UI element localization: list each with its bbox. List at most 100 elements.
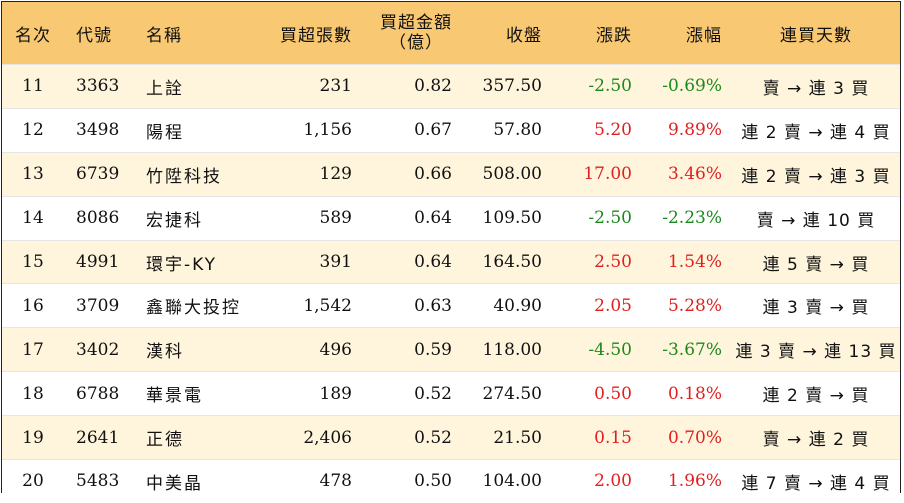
- code-cell: 3363: [64, 64, 134, 109]
- streak-cell: 賣 → 連 2 買: [732, 415, 900, 460]
- streak-cell: 連 5 賣 → 買: [732, 239, 900, 284]
- header-change: 漲跌: [552, 2, 642, 65]
- net-amount-cell: 0.82: [362, 64, 462, 109]
- close-cell: 118.00: [462, 327, 552, 372]
- rank-cell: 19: [2, 415, 64, 460]
- header-net-amount-line2: （億）: [389, 33, 443, 53]
- change-pct-cell: -0.69%: [642, 64, 732, 109]
- streak-cell: 連 3 賣 → 連 13 買: [732, 327, 900, 372]
- rank-cell: 18: [2, 371, 64, 416]
- rank-cell: 16: [2, 283, 64, 328]
- change-cell: -2.50: [552, 195, 642, 241]
- table-row: 20 5483 中美晶 478 0.50 104.00 2.00 1.96% 連 7 賣 → 連…: [2, 459, 900, 503]
- name-cell: 竹陞科技: [134, 151, 252, 197]
- name-cell: 上詮: [134, 64, 252, 109]
- net-lots-cell: 478: [252, 459, 362, 503]
- net-lots-cell: 391: [252, 239, 362, 284]
- net-amount-cell: 0.66: [362, 151, 462, 197]
- change-pct-cell: 0.70%: [642, 415, 732, 460]
- change-cell: 0.50: [552, 371, 642, 416]
- change-cell: 17.00: [552, 151, 642, 197]
- change-cell: -4.50: [552, 327, 642, 372]
- name-cell: 正德: [134, 415, 252, 460]
- net-amount-cell: 0.63: [362, 283, 462, 328]
- streak-cell: 連 7 賣 → 連 4 買: [732, 459, 900, 503]
- change-pct-cell: 3.46%: [642, 151, 732, 197]
- rank-cell: 17: [2, 327, 64, 372]
- close-cell: 508.00: [462, 151, 552, 197]
- change-pct-cell: 9.89%: [642, 107, 732, 153]
- change-cell: -2.50: [552, 64, 642, 109]
- net-lots-cell: 589: [252, 195, 362, 241]
- table-body: 11 3363 上詮 231 0.82 357.50 -2.50 -0.69% 賣 → 連 3 …: [2, 64, 900, 503]
- code-cell: 4991: [64, 239, 134, 284]
- header-row: 名次 代號 名稱 買超張數 買超金額 （億） 收盤 漲跌 漲幅 連買天數: [2, 2, 900, 65]
- change-cell: 2.05: [552, 283, 642, 328]
- streak-cell: 連 2 賣 → 連 4 買: [732, 107, 900, 153]
- change-pct-cell: 1.54%: [642, 239, 732, 284]
- header-net-amount: 買超金額 （億）: [362, 2, 462, 65]
- header-streak: 連買天數: [732, 2, 900, 65]
- net-lots-cell: 496: [252, 327, 362, 372]
- rank-cell: 15: [2, 239, 64, 284]
- close-cell: 274.50: [462, 371, 552, 416]
- net-amount-cell: 0.52: [362, 371, 462, 416]
- close-cell: 164.50: [462, 239, 552, 284]
- code-cell: 3498: [64, 107, 134, 153]
- header-close: 收盤: [462, 2, 552, 65]
- header-change-pct: 漲幅: [642, 2, 732, 65]
- change-pct-cell: 1.96%: [642, 459, 732, 503]
- change-pct-cell: 0.18%: [642, 371, 732, 416]
- net-lots-cell: 189: [252, 371, 362, 416]
- code-cell: 2641: [64, 415, 134, 460]
- code-cell: 3709: [64, 283, 134, 328]
- change-cell: 2.50: [552, 239, 642, 284]
- net-amount-cell: 0.64: [362, 239, 462, 284]
- name-cell: 環宇-KY: [134, 239, 252, 284]
- code-cell: 8086: [64, 195, 134, 241]
- table-row: 12 3498 陽程 1,156 0.67 57.80 5.20 9.89% 連 2 賣 → 連…: [2, 107, 900, 153]
- code-cell: 6739: [64, 151, 134, 197]
- close-cell: 40.90: [462, 283, 552, 328]
- change-pct-cell: 5.28%: [642, 283, 732, 328]
- rank-cell: 20: [2, 459, 64, 503]
- header-net-lots: 買超張數: [252, 2, 362, 65]
- close-cell: 21.50: [462, 415, 552, 460]
- rank-cell: 14: [2, 195, 64, 241]
- streak-cell: 賣 → 連 10 買: [732, 195, 900, 241]
- header-name: 名稱: [134, 2, 252, 65]
- name-cell: 陽程: [134, 107, 252, 153]
- header-net-amount-line1: 買超金額: [380, 13, 452, 33]
- name-cell: 鑫聯大投控: [134, 283, 252, 328]
- name-cell: 中美晶: [134, 459, 252, 503]
- rank-cell: 13: [2, 151, 64, 197]
- table-row: 15 4991 環宇-KY 391 0.64 164.50 2.50 1.54% 連 5 賣 →…: [2, 239, 900, 284]
- change-cell: 0.15: [552, 415, 642, 460]
- streak-cell: 連 2 賣 → 連 3 買: [732, 151, 900, 197]
- rank-cell: 12: [2, 107, 64, 153]
- close-cell: 109.50: [462, 195, 552, 241]
- name-cell: 華景電: [134, 371, 252, 416]
- close-cell: 357.50: [462, 64, 552, 109]
- streak-cell: 連 3 賣 → 買: [732, 283, 900, 328]
- code-cell: 5483: [64, 459, 134, 503]
- code-cell: 6788: [64, 371, 134, 416]
- change-pct-cell: -2.23%: [642, 195, 732, 241]
- net-lots-cell: 2,406: [252, 415, 362, 460]
- streak-cell: 連 2 賣 → 買: [732, 371, 900, 416]
- net-amount-cell: 0.59: [362, 327, 462, 372]
- net-lots-cell: 231: [252, 64, 362, 109]
- table-row: 19 2641 正德 2,406 0.52 21.50 0.15 0.70% 賣 → 連 2 買: [2, 415, 900, 460]
- streak-cell: 賣 → 連 3 買: [732, 64, 900, 109]
- table-row: 18 6788 華景電 189 0.52 274.50 0.50 0.18% 連 2 賣 → 買: [2, 371, 900, 416]
- table-row: 16 3709 鑫聯大投控 1,542 0.63 40.90 2.05 5.28% 連 3 賣 …: [2, 283, 900, 328]
- net-amount-cell: 0.67: [362, 107, 462, 153]
- table-row: 11 3363 上詮 231 0.82 357.50 -2.50 -0.69% 賣 → 連 3 …: [2, 64, 900, 109]
- net-amount-cell: 0.52: [362, 415, 462, 460]
- header-net-amount-label: 買超金額 （億）: [380, 13, 452, 53]
- net-lots-cell: 1,542: [252, 283, 362, 328]
- net-amount-cell: 0.64: [362, 195, 462, 241]
- close-cell: 57.80: [462, 107, 552, 153]
- change-cell: 5.20: [552, 107, 642, 153]
